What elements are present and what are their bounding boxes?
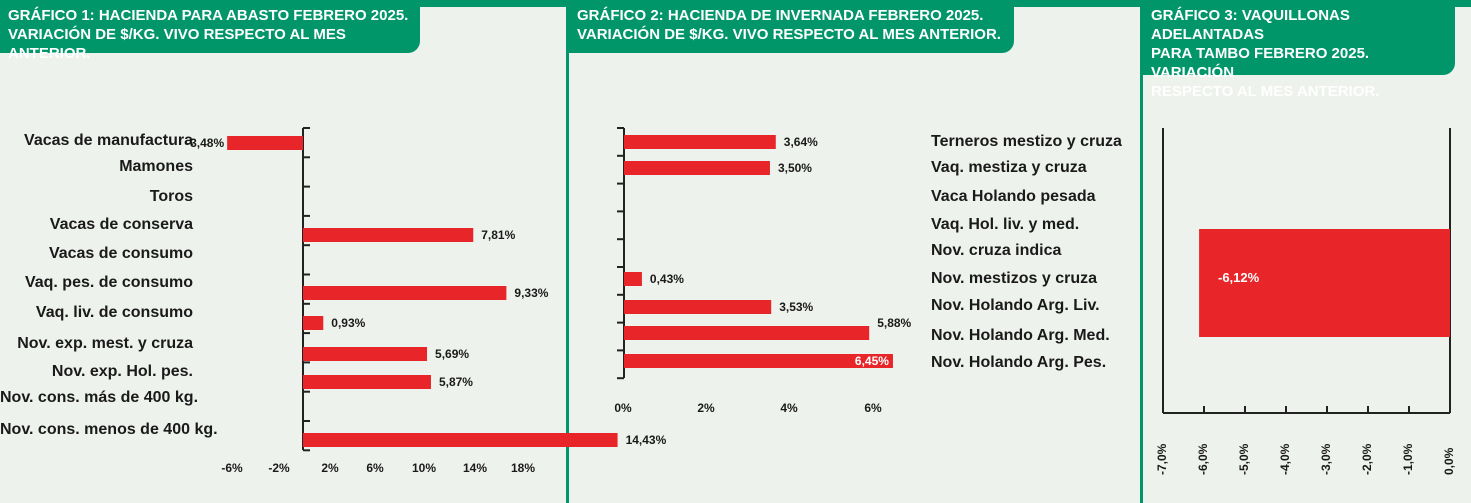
chart-1-value-label: 7,81% [481, 228, 516, 242]
chart-2-bar [624, 300, 772, 314]
chart-1-bar [227, 136, 303, 150]
divider-1 [566, 0, 569, 503]
chart-3-x-tick-label: -6,0% [1196, 443, 1210, 475]
chart-2-value-label: 6,45% [854, 354, 889, 368]
chart-1-bar [303, 375, 431, 389]
chart-1-x-tick-label: -2% [268, 461, 290, 475]
chart-2-bar [624, 135, 776, 149]
chart-1-category-label: Mamones [119, 158, 193, 175]
chart-2-panel [569, 0, 1140, 503]
chart-3-x-tick-label: -4,0% [1278, 443, 1292, 475]
chart-2-title: GRÁFICO 2: HACIENDA DE INVERNADA FEBRERO… [569, 0, 1014, 53]
divider-2 [1140, 0, 1143, 503]
chart-1-value-label: -3,48% [186, 136, 225, 150]
chart-2-category-label: Vaca Holando pesada [931, 188, 1096, 205]
chart-1-category-label: Vacas de manufactura [24, 132, 193, 149]
chart-2-value-label: 3,53% [779, 300, 814, 314]
chart-3-x-tick-label: 0,0% [1442, 447, 1456, 475]
chart-2-value-label: 0,43% [649, 272, 684, 286]
chart-1-x-tick-label: 14% [462, 461, 488, 475]
chart-2-x-tick-label: 2% [697, 401, 715, 415]
chart-3-title: GRÁFICO 3: VAQUILLONAS ADELANTADAS PARA … [1143, 0, 1455, 100]
chart-1-bar [303, 433, 618, 447]
chart-3-x-tick-label: -2,0% [1360, 443, 1374, 475]
chart-1-category-label: Nov. cons. más de 400 kg. [0, 389, 199, 406]
chart-2-bar [624, 354, 893, 368]
chart-3-x-tick-label: -5,0% [1237, 443, 1251, 475]
chart-1-value-label: 9,33% [514, 286, 549, 300]
chart-1-category-label: Vacas de consumo [48, 245, 193, 262]
chart-1-value-label: 5,87% [438, 375, 473, 389]
chart-1-category-label: Nov. exp. mest. y cruza [17, 335, 193, 352]
chart-1-value-label: 14,43% [625, 433, 667, 447]
chart-2-category-label: Vaq. Hol. liv. y med. [931, 216, 1080, 233]
chart-2-category-label: Terneros mestizo y cruza [931, 133, 1122, 150]
chart-1-bar [303, 347, 428, 361]
chart-2-category-label: Nov. cruza indica [931, 242, 1062, 259]
chart-1-value-label: 0,93% [331, 316, 366, 330]
chart-2-value-label: 3,64% [783, 135, 818, 149]
chart-1-title: GRÁFICO 1: HACIENDA PARA ABASTO FEBRERO … [0, 0, 420, 62]
chart-2-category-label: Nov. mestizos y cruza [931, 270, 1097, 287]
chart-2-bar [624, 272, 642, 286]
chart-1-category-label: Nov. exp. Hol. pes. [51, 363, 193, 380]
chart-2-category-label: Vaq. mestiza y cruza [931, 159, 1087, 176]
chart-1-category-label: Toros [149, 188, 193, 205]
chart-1-x-tick-label: 6% [366, 461, 384, 475]
chart-1-bar [303, 316, 324, 330]
chart-1-value-label: 5,69% [435, 347, 470, 361]
chart-3-bar [1199, 229, 1450, 337]
chart-3-value-label: -6,12% [1218, 270, 1260, 285]
chart-2-bar [624, 326, 870, 340]
chart-1-category-label: Vaq. liv. de consumo [35, 304, 193, 321]
chart-1-x-tick-label: 2% [321, 461, 339, 475]
chart-1-category-label: Vaq. pes. de consumo [24, 274, 193, 291]
chart-3-x-tick-label: -1,0% [1401, 443, 1415, 475]
chart-2-x-tick-label: 4% [780, 401, 798, 415]
chart-1-bar [303, 286, 507, 300]
chart-2-x-tick-label: 6% [864, 401, 882, 415]
chart-1-x-tick-label: 10% [411, 461, 437, 475]
chart-2-category-label: Nov. Holando Arg. Med. [931, 327, 1110, 344]
chart-2-x-tick-label: 0% [614, 401, 632, 415]
chart-1-bar [303, 228, 474, 242]
chart-3-x-tick-label: -7,0% [1155, 443, 1169, 475]
chart-1-x-tick-label: -6% [221, 461, 243, 475]
chart-2-value-label: 5,88% [877, 316, 912, 330]
chart-3-x-tick-label: -3,0% [1319, 443, 1333, 475]
chart-2-value-label: 3,50% [777, 161, 812, 175]
chart-1-category-label: Vacas de conserva [49, 216, 193, 233]
chart-1-x-tick-label: 18% [510, 461, 536, 475]
chart-2-category-label: Nov. Holando Arg. Pes. [931, 354, 1107, 371]
chart-2-bar [624, 161, 770, 175]
chart-1-panel [0, 0, 566, 503]
chart-1-category-label: Nov. cons. menos de 400 kg. [0, 421, 218, 438]
chart-2-category-label: Nov. Holando Arg. Liv. [931, 297, 1100, 314]
